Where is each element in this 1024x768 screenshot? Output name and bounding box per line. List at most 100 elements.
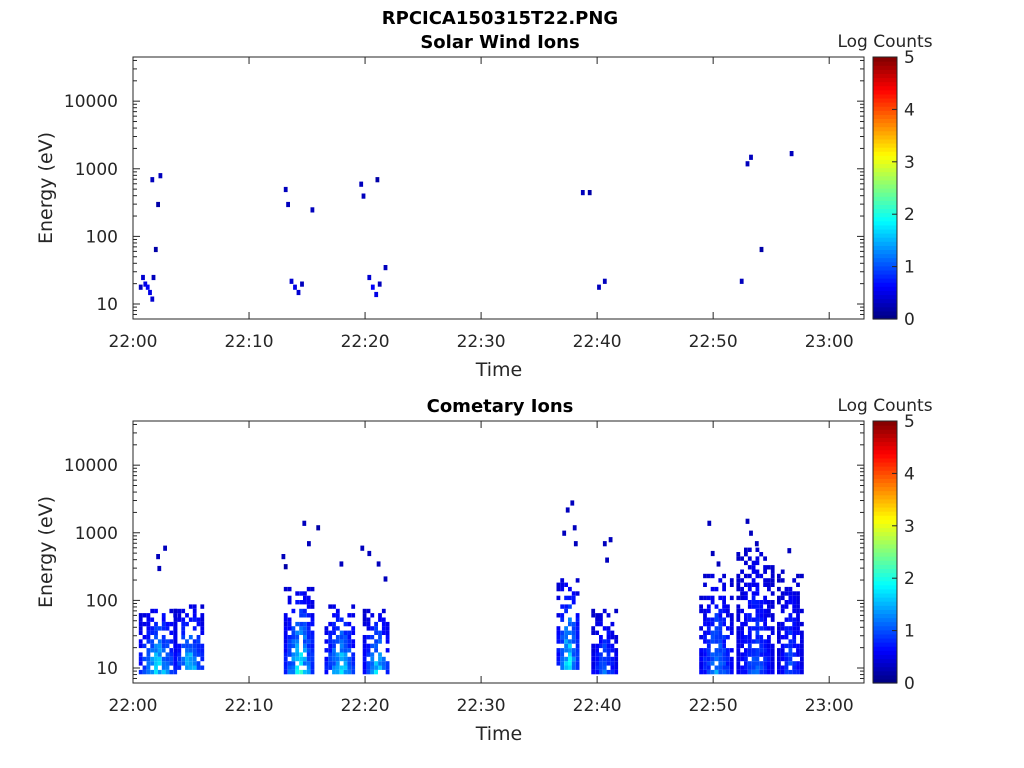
data-cell	[610, 643, 615, 649]
data-cell	[351, 643, 356, 649]
data-cell	[568, 652, 572, 657]
data-cell	[157, 669, 162, 675]
colorbar-segment	[873, 552, 897, 557]
data-cell	[699, 604, 703, 609]
data-cell	[703, 617, 707, 622]
data-cell	[736, 608, 741, 614]
colorbar-segment	[873, 625, 897, 631]
data-cell	[716, 561, 721, 567]
data-cell	[287, 665, 292, 670]
data-cell	[602, 669, 607, 675]
data-cell	[714, 639, 719, 644]
colorbar-segment	[873, 167, 897, 173]
data-cell	[777, 578, 781, 583]
data-cell	[763, 656, 767, 662]
x-tick-label: 22:10	[225, 332, 274, 352]
plot-area	[133, 57, 864, 319]
data-cell	[751, 656, 756, 662]
colorbar-segment	[873, 502, 897, 508]
data-cell	[378, 630, 382, 635]
data-cell	[777, 621, 781, 627]
data-cell	[556, 582, 561, 587]
colorbar-segment	[873, 506, 897, 512]
colorbar-segment	[873, 171, 897, 177]
x-tick-label: 22:30	[457, 696, 506, 716]
data-cell	[706, 639, 711, 644]
data-cell	[729, 621, 734, 627]
data-cell	[780, 669, 785, 675]
data-cell	[556, 652, 561, 657]
data-cell	[310, 661, 315, 666]
colorbar-segment	[873, 576, 897, 582]
data-cell	[740, 626, 744, 631]
data-cell	[614, 635, 619, 640]
colorbar-segment	[873, 216, 897, 222]
data-cell	[770, 652, 775, 657]
data-cell	[339, 669, 344, 675]
colorbar-segment	[873, 241, 897, 246]
data-cell	[703, 639, 707, 644]
colorbar-segment	[873, 310, 897, 316]
data-cell	[332, 639, 336, 644]
data-cell	[200, 617, 205, 622]
data-cell	[351, 661, 356, 666]
data-cell	[173, 652, 178, 657]
data-cell	[141, 274, 145, 281]
data-cell	[784, 635, 789, 640]
data-cell	[370, 635, 375, 640]
data-cell	[770, 661, 775, 666]
data-cell	[142, 621, 147, 627]
data-cell	[177, 648, 182, 653]
data-cell	[591, 643, 596, 649]
data-cell	[714, 656, 719, 662]
data-cell	[351, 604, 356, 609]
data-cell	[703, 669, 707, 675]
data-cell	[291, 652, 296, 657]
colorbar-tick-label: 4	[904, 100, 915, 120]
data-cell	[324, 630, 329, 635]
colorbar-segment	[873, 61, 897, 66]
data-cell	[303, 608, 307, 614]
data-cell	[378, 665, 382, 670]
data-cell	[788, 652, 793, 657]
data-cell	[722, 639, 726, 644]
data-cell	[777, 586, 781, 592]
data-cell	[792, 600, 797, 605]
data-cell	[718, 608, 723, 614]
data-cell	[736, 552, 741, 557]
colorbar-segment	[873, 572, 897, 578]
data-cell	[614, 665, 619, 670]
data-cell	[763, 565, 767, 570]
data-cell	[148, 289, 152, 296]
data-cell	[606, 643, 611, 649]
data-cell	[736, 665, 741, 670]
data-cell	[755, 556, 760, 561]
data-cell	[759, 573, 764, 579]
data-cell	[770, 626, 775, 631]
data-cell	[173, 621, 178, 627]
colorbar-segment	[873, 564, 897, 569]
x-tick-label: 22:40	[573, 696, 622, 716]
data-cell	[591, 656, 596, 662]
data-cell	[759, 665, 764, 670]
data-cell	[759, 648, 764, 653]
data-cell	[374, 661, 378, 666]
data-cell	[560, 635, 565, 640]
data-cell	[283, 564, 288, 570]
data-cell	[763, 652, 767, 657]
data-cell	[710, 595, 715, 601]
data-cell	[287, 643, 292, 649]
colorbar-segment	[873, 89, 897, 95]
data-cell	[310, 669, 315, 675]
data-cell	[710, 621, 715, 627]
colorbar-tick-label: 0	[904, 310, 915, 330]
data-cell	[718, 656, 723, 662]
data-cell	[564, 648, 568, 653]
colorbar-segment	[873, 163, 897, 169]
data-cell	[722, 573, 726, 579]
data-cell	[763, 661, 767, 666]
colorbar-segment	[873, 106, 897, 111]
data-cell	[161, 626, 166, 631]
data-cell	[595, 656, 599, 662]
data-cell	[602, 648, 607, 653]
